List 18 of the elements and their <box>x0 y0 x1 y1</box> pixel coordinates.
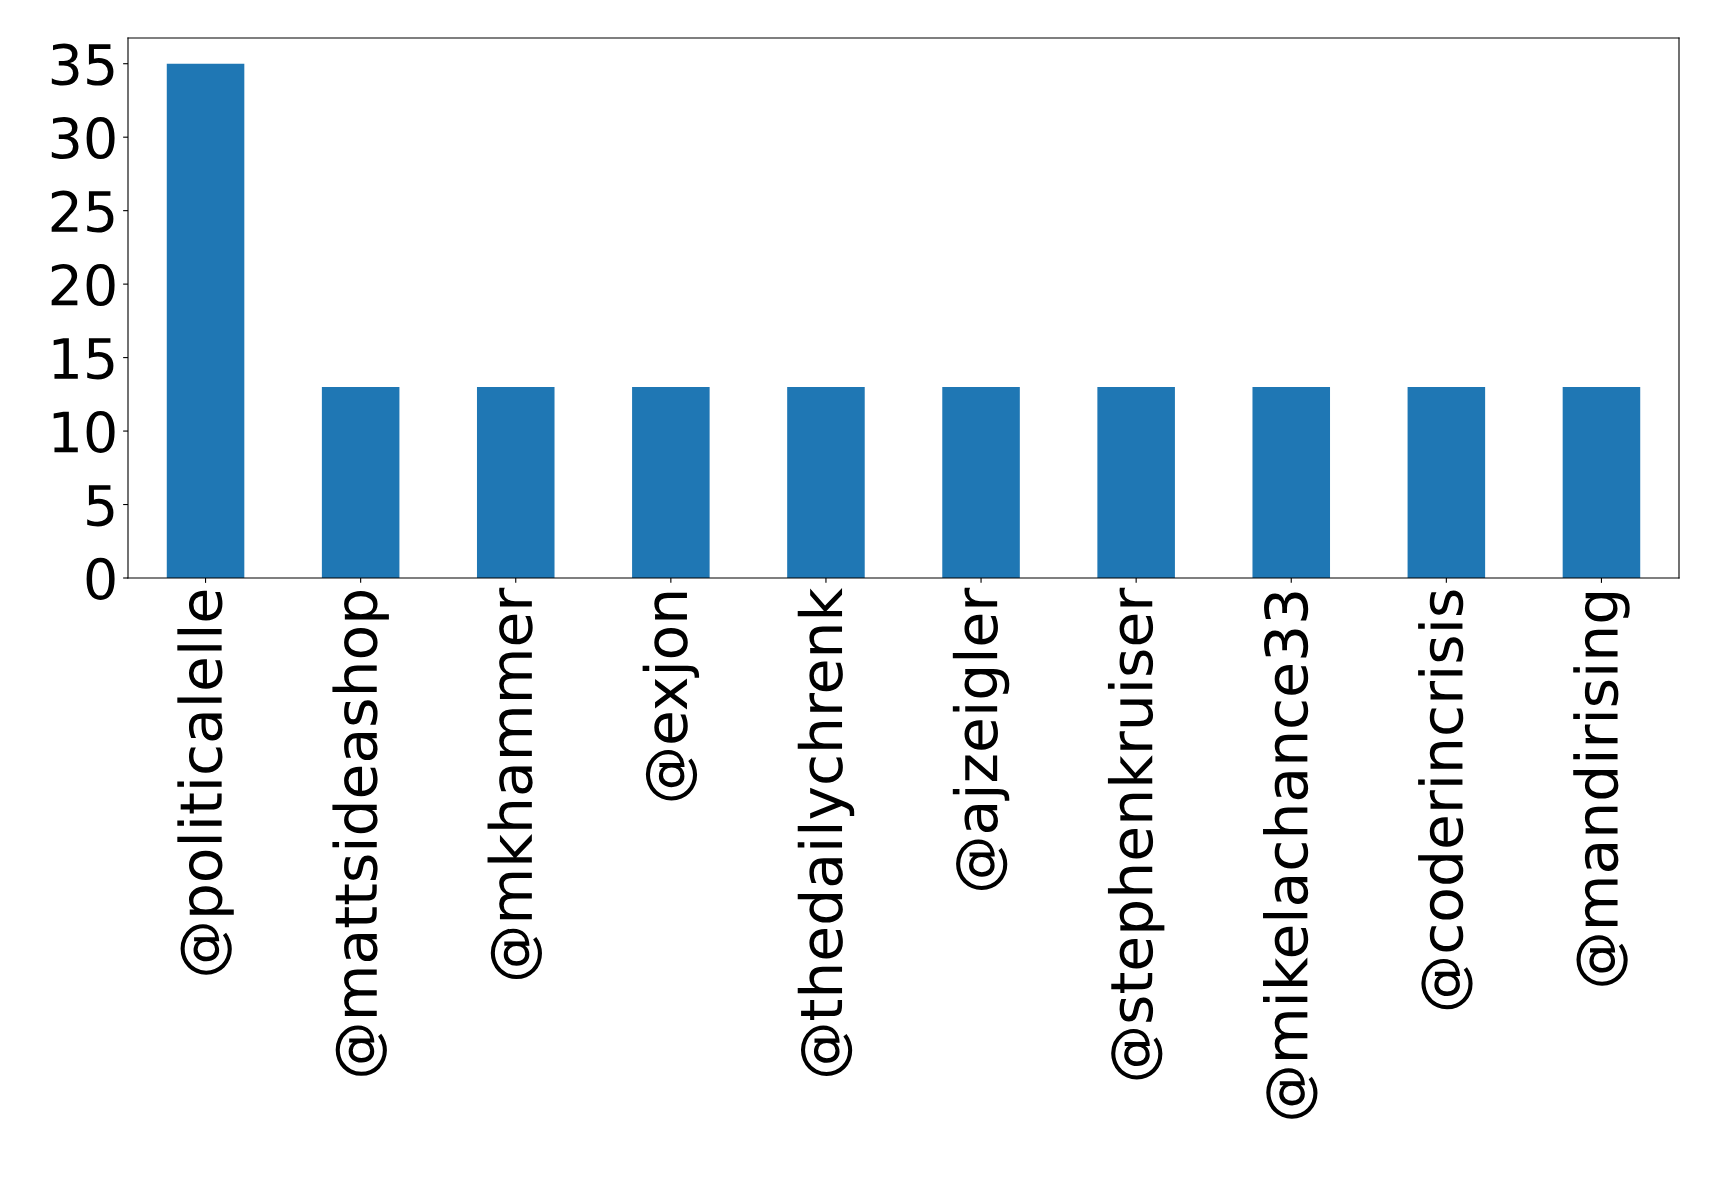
x-tick-label: @ajzeigler <box>952 587 1010 890</box>
y-tick-label: 25 <box>51 190 114 233</box>
y-tick-label: 15 <box>53 338 114 380</box>
x-tick-label: @mkhammer <box>487 587 542 980</box>
x-tick-label: @mikelachance33 <box>1263 592 1318 1119</box>
x-tick-label: @mattsideashop <box>332 590 389 1076</box>
y-tick-label: 35 <box>51 43 114 86</box>
y-tick-label: 30 <box>51 117 115 160</box>
x-tick-label: @stephenkruiser <box>1107 587 1165 1080</box>
y-tick-label: 10 <box>53 410 115 453</box>
x-tick-label: @mandirising <box>1573 593 1630 986</box>
y-tick-label: 20 <box>51 264 115 307</box>
y-tick-label: 5 <box>87 485 114 527</box>
x-tick-label: @politicalelle <box>177 590 234 975</box>
x-tick-label: @coderincrisis <box>1418 590 1473 1010</box>
y-tick-label: 0 <box>86 557 115 600</box>
x-tick-label: @exjon <box>642 592 700 801</box>
x-tick-label: @thedailychrenk <box>797 587 855 1077</box>
